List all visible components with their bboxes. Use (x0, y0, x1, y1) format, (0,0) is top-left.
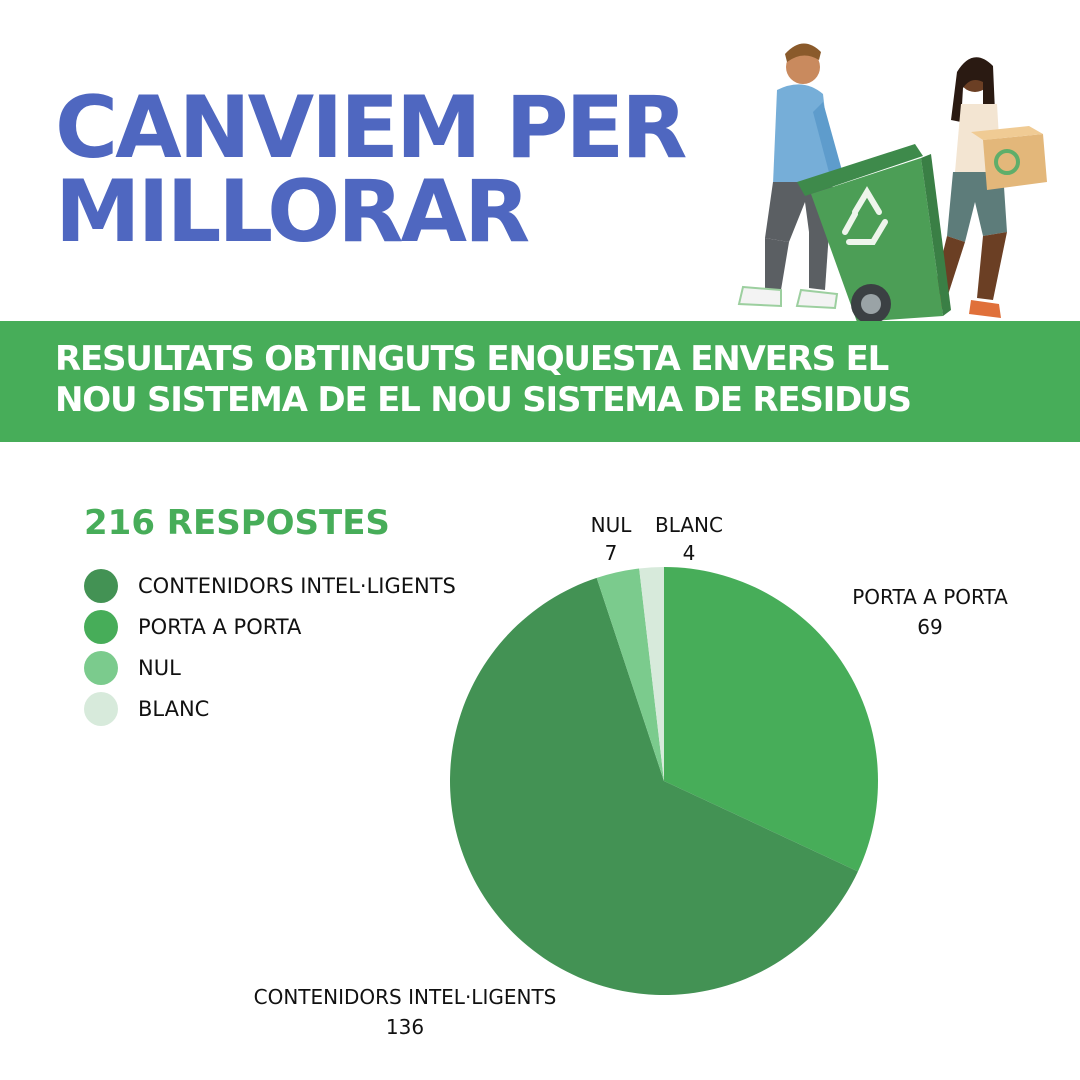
page-title: CANVIEM PER MILLORAR (55, 85, 755, 255)
banner-title: RESULTATS OBTINGUTS ENQUESTA ENVERS EL N… (55, 339, 912, 420)
legend-swatch (84, 691, 118, 726)
pie-slice (664, 567, 879, 872)
title-line-1: CANVIEM PER (55, 78, 687, 178)
legend-item: CONTENIDORS INTEL·LIGENTS (84, 565, 456, 606)
slice-category-label: PORTA A PORTA (852, 585, 1008, 609)
legend-item: BLANC (84, 688, 456, 729)
legend-swatch (84, 568, 118, 603)
recycling-people-icon (737, 43, 1047, 324)
slice-value-label: 7 (605, 541, 618, 565)
legend-label: CONTENIDORS INTEL·LIGENTS (138, 573, 456, 598)
legend-label: PORTA A PORTA (138, 614, 302, 639)
pie-slice (449, 577, 858, 995)
legend-swatch (84, 609, 118, 644)
slice-category-label: CONTENIDORS INTEL·LIGENTS (254, 985, 557, 1009)
legend-swatch (84, 650, 118, 685)
slice-category-label: BLANC (655, 513, 723, 537)
legend-item: NUL (84, 647, 456, 688)
pie-slice (596, 568, 664, 781)
slice-value-label: 136 (386, 1015, 424, 1039)
chart-legend: CONTENIDORS INTEL·LIGENTS PORTA A PORTA NU… (84, 565, 456, 729)
slice-value-label: 69 (917, 615, 942, 639)
legend-label: BLANC (138, 696, 210, 721)
legend-item: PORTA A PORTA (84, 606, 456, 647)
pie-slice (639, 567, 664, 781)
title-line-2: MILLORAR (55, 162, 530, 262)
legend-label: NUL (138, 655, 181, 680)
slice-category-label: NUL (591, 513, 633, 537)
total-responses: 216 RESPOSTES (84, 503, 390, 543)
survey-banner: RESULTATS OBTINGUTS ENQUESTA ENVERS EL N… (0, 321, 1080, 442)
slice-value-label: 4 (683, 541, 696, 565)
